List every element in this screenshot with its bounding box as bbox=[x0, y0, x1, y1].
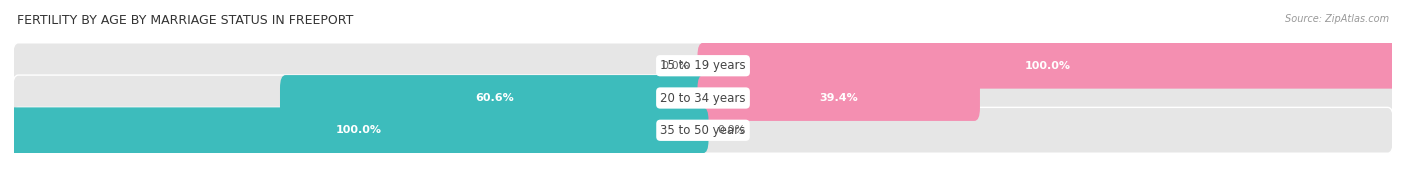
Text: 60.6%: 60.6% bbox=[475, 93, 513, 103]
Text: 35 to 50 years: 35 to 50 years bbox=[661, 124, 745, 137]
FancyBboxPatch shape bbox=[697, 75, 980, 121]
FancyBboxPatch shape bbox=[13, 43, 1393, 89]
FancyBboxPatch shape bbox=[280, 75, 709, 121]
Text: 100.0%: 100.0% bbox=[1025, 61, 1070, 71]
Text: 0.0%: 0.0% bbox=[717, 125, 745, 135]
Text: 0.0%: 0.0% bbox=[661, 61, 689, 71]
Text: Source: ZipAtlas.com: Source: ZipAtlas.com bbox=[1285, 14, 1389, 24]
FancyBboxPatch shape bbox=[8, 107, 709, 153]
Text: FERTILITY BY AGE BY MARRIAGE STATUS IN FREEPORT: FERTILITY BY AGE BY MARRIAGE STATUS IN F… bbox=[17, 14, 353, 27]
Text: 100.0%: 100.0% bbox=[336, 125, 381, 135]
FancyBboxPatch shape bbox=[13, 107, 1393, 153]
Text: 20 to 34 years: 20 to 34 years bbox=[661, 92, 745, 104]
FancyBboxPatch shape bbox=[13, 75, 1393, 121]
FancyBboxPatch shape bbox=[697, 43, 1398, 89]
Text: 39.4%: 39.4% bbox=[820, 93, 858, 103]
Text: 15 to 19 years: 15 to 19 years bbox=[661, 59, 745, 72]
